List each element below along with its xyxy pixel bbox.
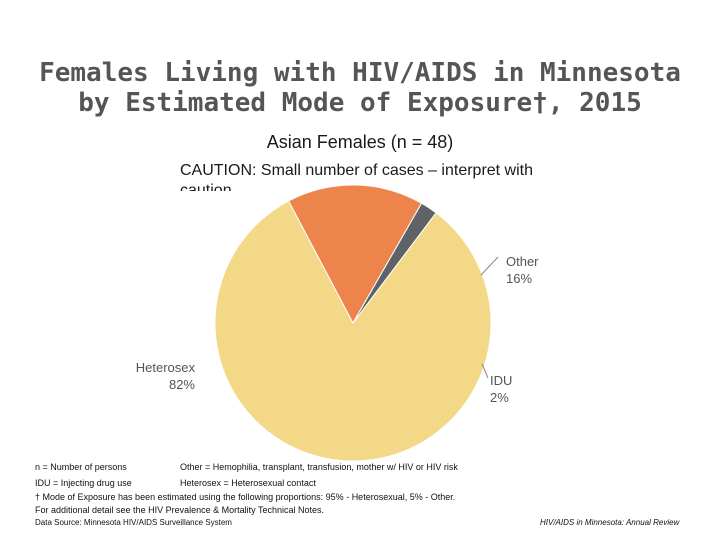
report-title: HIV/AIDS in Minnesota: Annual Review bbox=[540, 518, 680, 527]
chart-title-line2: by Estimated Mode of Exposure†, 2015 bbox=[78, 88, 642, 118]
footnote-idu-definition: IDU = Injecting drug use bbox=[35, 478, 132, 488]
leader-line-other bbox=[480, 256, 499, 276]
pie-slice-heterosex bbox=[214, 200, 492, 462]
footnote-detail: For additional detail see the HIV Preval… bbox=[35, 505, 324, 515]
slice-label-heterosex: Heterosex bbox=[136, 360, 196, 375]
pie-slice-idu bbox=[352, 202, 437, 324]
footnote-dagger: † Mode of Exposure has been estimated us… bbox=[35, 492, 456, 502]
chart-subtitle: Asian Females (n = 48) bbox=[266, 132, 454, 152]
leader-line-idu bbox=[481, 363, 489, 379]
slice-label-idu: IDU bbox=[490, 373, 512, 388]
slice-pct-heterosex: 82% bbox=[169, 377, 195, 392]
chart-title-line1: Females Living with HIV/AIDS in Minnesot… bbox=[39, 58, 681, 88]
footnote-heterosex-definition: Heterosex = Heterosexual contact bbox=[180, 478, 316, 488]
footnote-n-definition: n = Number of persons bbox=[35, 462, 127, 472]
pie-slice-other bbox=[287, 184, 423, 325]
caution-note: CAUTION: Small number of cases – interpr… bbox=[180, 162, 534, 191]
slice-pct-other: 16% bbox=[506, 271, 532, 286]
slice-pct-idu: 2% bbox=[490, 390, 509, 405]
footnote-other-definition: Other = Hemophilia, transplant, transfus… bbox=[180, 462, 458, 472]
data-source: Data Source: Minnesota HIV/AIDS Surveill… bbox=[35, 518, 232, 527]
slice-label-other: Other bbox=[506, 254, 539, 269]
